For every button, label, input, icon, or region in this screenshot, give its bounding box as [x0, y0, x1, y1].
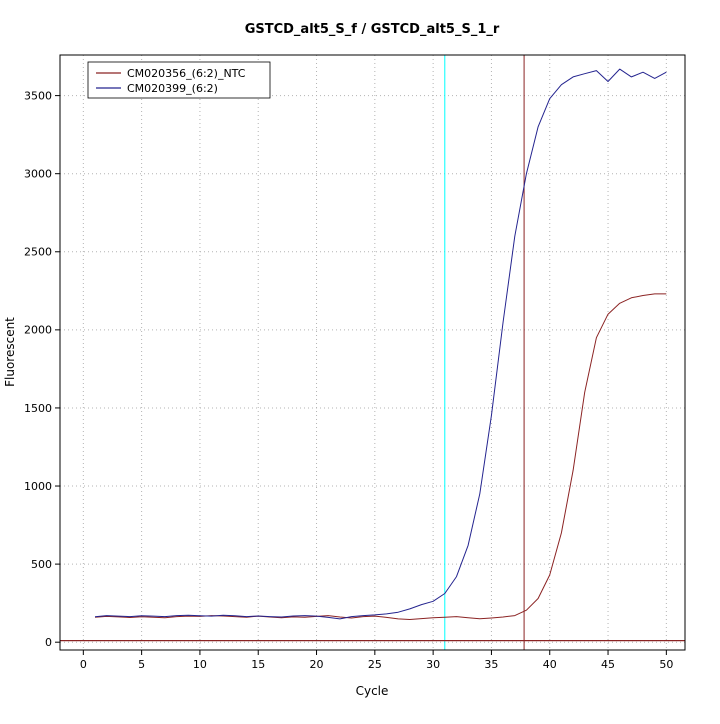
x-axis-label: Cycle — [356, 684, 389, 698]
reference-lines — [60, 55, 685, 650]
chart-title: GSTCD_alt5_S_f / GSTCD_alt5_S_1_r — [245, 22, 500, 37]
svg-text:45: 45 — [601, 658, 615, 671]
svg-text:20: 20 — [310, 658, 324, 671]
svg-text:25: 25 — [368, 658, 382, 671]
svg-text:3000: 3000 — [24, 168, 52, 181]
svg-text:50: 50 — [659, 658, 673, 671]
svg-text:5: 5 — [138, 658, 145, 671]
legend: CM020356_(6:2)_NTC CM020399_(6:2) — [87, 61, 271, 99]
svg-text:1000: 1000 — [24, 480, 52, 493]
svg-text:10: 10 — [193, 658, 207, 671]
svg-text:1500: 1500 — [24, 402, 52, 415]
svg-text:0: 0 — [80, 658, 87, 671]
grid-lines — [60, 55, 685, 650]
svg-text:15: 15 — [251, 658, 265, 671]
axis-ticks: 0 5 10 15 20 25 30 35 40 45 5005001000150020002500… — [24, 89, 673, 671]
svg-text:35: 35 — [484, 658, 498, 671]
series-line-1 — [94, 68, 667, 620]
plot-frame — [59, 54, 686, 651]
y-axis-label: Fluorescent — [3, 317, 17, 387]
svg-text:2500: 2500 — [24, 246, 52, 259]
svg-text:30: 30 — [426, 658, 440, 671]
legend-entry-0: CM020356_(6:2)_NTC — [127, 67, 246, 80]
svg-text:2000: 2000 — [24, 324, 52, 337]
svg-text:40: 40 — [543, 658, 557, 671]
legend-entry-1: CM020399_(6:2) — [127, 82, 218, 95]
svg-text:500: 500 — [31, 558, 52, 571]
series-line-0 — [94, 293, 667, 620]
svg-text:3500: 3500 — [24, 89, 52, 102]
data-series — [94, 68, 667, 620]
svg-text:0: 0 — [45, 636, 52, 649]
